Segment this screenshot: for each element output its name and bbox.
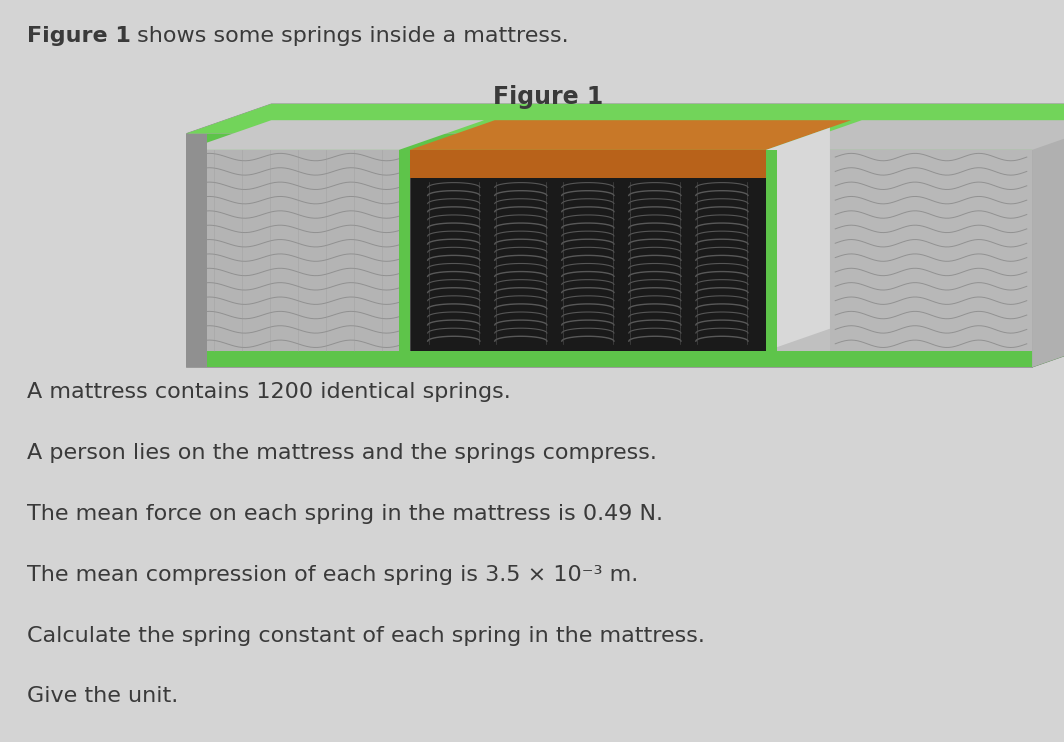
Text: shows some springs inside a mattress.: shows some springs inside a mattress. [131, 26, 569, 46]
Polygon shape [766, 150, 777, 351]
Polygon shape [410, 150, 766, 351]
Polygon shape [186, 104, 1064, 134]
Polygon shape [777, 120, 1064, 150]
Polygon shape [766, 128, 830, 351]
Polygon shape [186, 104, 1064, 134]
Polygon shape [186, 134, 207, 367]
Polygon shape [186, 150, 410, 351]
Text: Calculate the spring constant of each spring in the mattress.: Calculate the spring constant of each sp… [27, 626, 704, 646]
Polygon shape [1032, 321, 1064, 367]
Text: The mean force on each spring in the mattress is 0.49 N.: The mean force on each spring in the mat… [27, 504, 663, 524]
Polygon shape [830, 150, 1032, 351]
Polygon shape [186, 120, 484, 150]
Polygon shape [1032, 104, 1064, 367]
Text: The mean compression of each spring is 3.5 × 10⁻³ m.: The mean compression of each spring is 3… [27, 565, 637, 585]
Polygon shape [186, 134, 1032, 367]
Text: Figure 1: Figure 1 [493, 85, 603, 109]
Polygon shape [1032, 104, 1064, 150]
Polygon shape [186, 351, 1032, 367]
Text: A person lies on the mattress and the springs compress.: A person lies on the mattress and the sp… [27, 443, 656, 463]
Polygon shape [410, 150, 766, 178]
Polygon shape [399, 150, 410, 351]
Text: Figure 1: Figure 1 [27, 26, 131, 46]
Polygon shape [1032, 104, 1064, 367]
Text: A mattress contains 1200 identical springs.: A mattress contains 1200 identical sprin… [27, 382, 511, 402]
Text: Give the unit.: Give the unit. [27, 686, 178, 706]
Polygon shape [410, 120, 851, 150]
Polygon shape [186, 134, 1032, 150]
